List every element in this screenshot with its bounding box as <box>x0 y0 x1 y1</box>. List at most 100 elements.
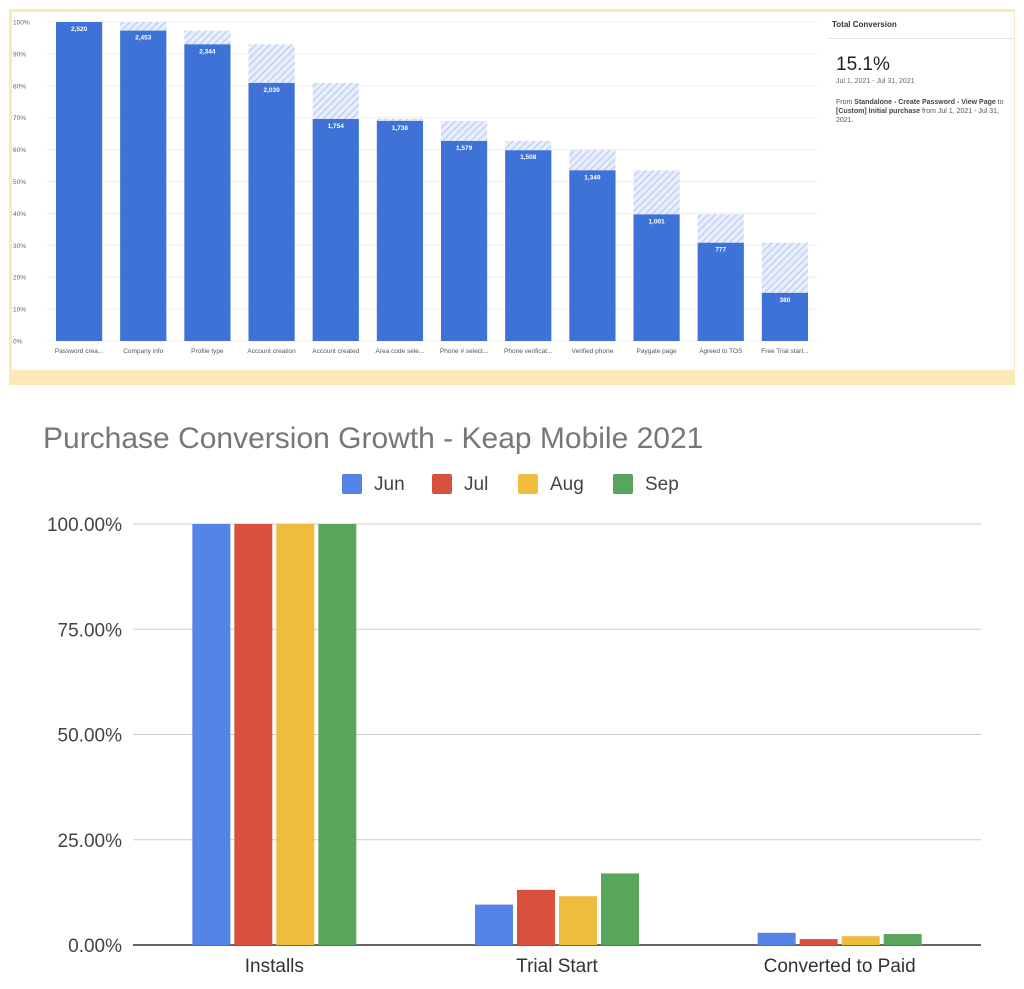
bar-aug <box>276 524 315 945</box>
x-tick-label: Converted to Paid <box>764 956 916 977</box>
legend-swatch <box>432 474 452 494</box>
y-tick-label: 40% <box>13 211 26 218</box>
total-conversion-panel: Total Conversion 15.1% Jul 1, 2021 - Jul… <box>824 12 1014 370</box>
dropoff-bar <box>697 214 744 243</box>
conversion-bar <box>120 30 167 341</box>
conversion-bar <box>633 214 680 341</box>
legend-swatch <box>613 474 633 494</box>
dropoff-bar <box>505 140 552 151</box>
bar-data-label: 1,349 <box>584 174 601 181</box>
bar-data-label: 2,039 <box>263 87 280 94</box>
bar-data-label: 1,001 <box>648 218 665 225</box>
conversion-bar <box>55 22 103 341</box>
x-tick-label: Password crea... <box>55 348 104 355</box>
bar-data-label: 2,453 <box>135 35 152 42</box>
growth-chart: Purchase Conversion Growth - Keap Mobile… <box>43 422 981 977</box>
y-tick-label: 50% <box>13 179 26 186</box>
bar-aug <box>841 936 880 945</box>
conversion-bar <box>248 82 295 341</box>
x-tick-label: Area code sele... <box>376 348 425 355</box>
x-tick-label: Account creation <box>247 348 296 355</box>
y-tick-label: 100% <box>13 20 30 27</box>
y-tick-label: 100.00% <box>47 515 122 536</box>
x-tick-label: Paygate page <box>637 348 678 355</box>
legend-swatch <box>518 474 538 494</box>
x-tick-label: Trial Start <box>516 956 598 977</box>
bar-jun <box>475 904 513 945</box>
conversion-bar <box>184 44 231 342</box>
y-tick-label: 20% <box>13 275 26 282</box>
bar-data-label: 1,738 <box>392 125 409 132</box>
bar-jun <box>757 932 796 945</box>
y-tick-label: 30% <box>13 243 26 250</box>
dropoff-bar <box>376 118 424 121</box>
legend-swatch <box>342 474 362 494</box>
legend-label: Jul <box>464 474 488 495</box>
x-tick-label: Phone # select... <box>440 348 489 355</box>
bar-data-label: 1,579 <box>456 145 473 152</box>
y-tick-label: 0.00% <box>68 936 122 957</box>
y-tick-label: 80% <box>13 83 26 90</box>
dropoff-bar <box>633 170 680 215</box>
x-tick-label: Free Trial start... <box>761 348 809 355</box>
dropoff-bar <box>761 242 809 293</box>
bar-data-label: 777 <box>715 247 726 254</box>
x-tick-label: Company info <box>123 348 163 355</box>
dropoff-bar <box>184 30 231 45</box>
bar-sep <box>318 524 357 945</box>
bar-aug <box>559 896 597 945</box>
panel-title: Total Conversion <box>832 20 897 29</box>
desc-tail: from Jul 1, 2021 - Jul 31, 2021. <box>836 108 999 124</box>
conversion-bar <box>312 118 359 341</box>
y-tick-label: 75.00% <box>58 620 123 641</box>
panel-divider <box>828 38 1014 39</box>
conversion-description: From Standalone - Create Password - View… <box>836 98 1012 125</box>
bar-sep <box>883 934 922 945</box>
legend-label: Jun <box>374 474 405 495</box>
x-tick-label: Profile type <box>191 348 224 355</box>
x-tick-label: Account created <box>312 348 359 355</box>
funnel-chart-frame: 0% 10% 20% 30% 40% 50% 60% 70% 80% 90% 100% 2,520 Pa… <box>9 9 1015 385</box>
dropoff-bar <box>440 120 488 141</box>
y-tick-label: 0% <box>13 339 23 346</box>
dropoff-bar <box>312 82 359 119</box>
bar-jul <box>799 939 838 945</box>
desc-from: From <box>836 99 855 106</box>
funnel-chart-card: 0% 10% 20% 30% 40% 50% 60% 70% 80% 90% 100% 2,520 Pa… <box>12 12 1014 370</box>
desc-target: [Custom] Initial purchase <box>836 108 921 115</box>
legend-label: Aug <box>550 474 584 495</box>
y-tick-label: 60% <box>13 147 26 154</box>
bar-data-label: 2,520 <box>71 26 88 33</box>
desc-to: to <box>995 99 1004 106</box>
x-tick-label: Installs <box>245 956 304 977</box>
date-range: Jul 1, 2021 - Jul 31, 2021 <box>836 78 915 85</box>
bar-data-label: 2,344 <box>199 48 216 55</box>
legend-label: Sep <box>645 474 679 495</box>
conversion-bar <box>697 242 744 341</box>
dropoff-bar <box>120 22 167 31</box>
conversion-bar <box>376 120 424 341</box>
dropoff-bar <box>569 150 616 171</box>
bar-sep <box>601 873 639 945</box>
total-conversion-value: 15.1% <box>836 54 890 75</box>
x-tick-label: Phone verificat... <box>504 348 553 355</box>
y-tick-label: 50.00% <box>58 726 123 747</box>
conversion-bar <box>440 140 488 341</box>
conversion-bar <box>569 170 616 341</box>
x-tick-label: Verified phone <box>572 348 614 355</box>
y-tick-label: 70% <box>13 115 26 122</box>
y-tick-label: 25.00% <box>58 831 123 852</box>
x-tick-label: Agreed to TOS <box>699 348 743 355</box>
funnel-chart: 0% 10% 20% 30% 40% 50% 60% 70% 80% 90% 100% 2,520 Pa… <box>13 20 817 355</box>
y-tick-label: 10% <box>13 307 26 314</box>
desc-source: Standalone - Create Password - View Page <box>854 99 996 106</box>
bar-jun <box>192 524 231 945</box>
conversion-bar <box>761 292 809 341</box>
y-tick-label: 90% <box>13 51 26 58</box>
bar-jul <box>517 889 555 945</box>
dropoff-bar <box>248 44 295 83</box>
bar-data-label: 1,754 <box>328 123 345 130</box>
chart-title: Purchase Conversion Growth - Keap Mobile… <box>43 422 703 455</box>
bar-data-label: 380 <box>779 297 790 304</box>
bar-jul <box>234 524 273 945</box>
